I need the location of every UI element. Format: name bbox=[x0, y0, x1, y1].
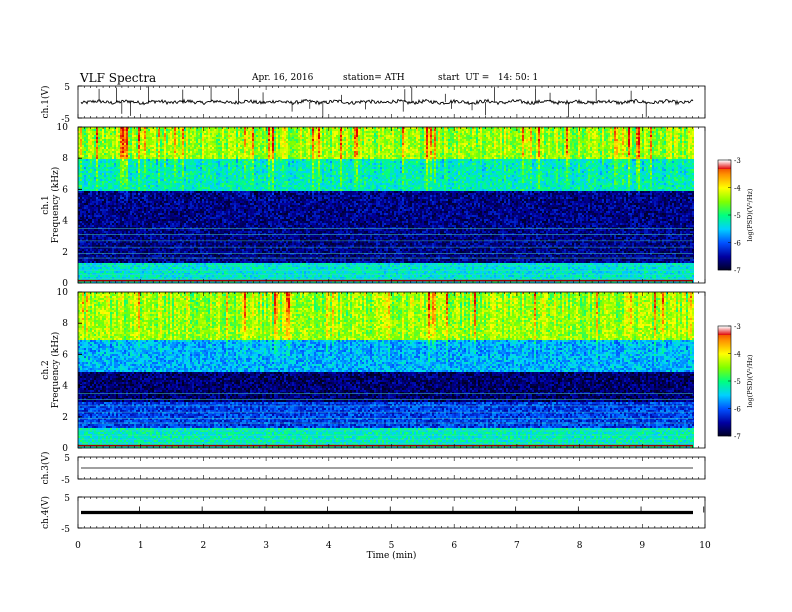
ch1-spectrogram-colorbar-label: -4 bbox=[734, 185, 741, 193]
ch1-spectrogram-ytick-label: 6 bbox=[62, 185, 68, 195]
x-tick-label: 3 bbox=[263, 541, 269, 551]
ch2-spectrogram-ytick-label: 6 bbox=[62, 350, 68, 360]
ch2-spectrogram-ytick-label: 2 bbox=[62, 413, 68, 423]
x-axis-title: Time (min) bbox=[367, 550, 417, 561]
ch2-spectrogram-colorbar-label: -7 bbox=[734, 433, 741, 441]
ch2-spectrogram-colorbar-label: -6 bbox=[734, 406, 741, 414]
x-tick-label: 8 bbox=[577, 541, 583, 551]
ch2-spectrogram-ytick-label: 8 bbox=[62, 319, 68, 329]
ch1-waveform-ylabel: ch.1(V) bbox=[40, 86, 51, 119]
ch4-waveform-ylabel: ch.4(V) bbox=[40, 496, 51, 529]
ch2-spectrogram-ytick-label: 0 bbox=[62, 444, 68, 454]
x-tick-label: 9 bbox=[639, 541, 645, 551]
ch1-spectrogram-ylabel: Frequency (kHz) bbox=[50, 167, 61, 244]
ch1-spectrogram-ylabel-channel: ch.1 bbox=[41, 195, 51, 214]
ch1-spectrogram-colorbar-label: -5 bbox=[734, 212, 741, 220]
x-tick-label: 4 bbox=[326, 541, 332, 551]
x-tick-label: 10 bbox=[699, 541, 711, 551]
ch2-spectrogram-ytick-label: 10 bbox=[57, 288, 69, 298]
ch2-spectrogram-colorbar-title: log(PSD)(V²/Hz) bbox=[746, 354, 754, 407]
ch1-spectrogram-image bbox=[78, 127, 694, 283]
ch2-spectrogram-ytick-label: 4 bbox=[62, 382, 68, 392]
ch2-spectrogram-ylabel: Frequency (kHz) bbox=[50, 332, 61, 409]
ch4-waveform-ytick-label: -5 bbox=[61, 525, 70, 535]
ch2-spectrogram-colorbar-label: -3 bbox=[734, 323, 741, 331]
ch1-spectrogram-colorbar-title: log(PSD)(V²/Hz) bbox=[746, 188, 754, 241]
ch3-waveform-ytick-label: 5 bbox=[64, 454, 70, 464]
ch1-waveform-trace bbox=[81, 99, 693, 104]
ch2-spectrogram-ylabel-channel: ch.2 bbox=[41, 360, 51, 379]
ch3-waveform-ylabel: ch.3(V) bbox=[40, 452, 51, 485]
ch2-spectrogram-colorbar-label: -4 bbox=[734, 351, 741, 359]
x-tick-label: 0 bbox=[75, 541, 81, 551]
ch4-waveform-ytick-label: 5 bbox=[64, 494, 70, 504]
ch1-waveform-ytick-label: 5 bbox=[64, 83, 70, 93]
ch2-spectrogram-image bbox=[78, 292, 694, 448]
ch1-spectrogram-ytick-label: 10 bbox=[57, 123, 69, 133]
x-tick-label: 1 bbox=[138, 541, 144, 551]
ch3-waveform-ytick-label: -5 bbox=[61, 476, 70, 486]
x-tick-label: 2 bbox=[201, 541, 207, 551]
ch1-spectrogram-ytick-label: 4 bbox=[62, 217, 68, 227]
ch1-spectrogram-colorbar-label: -7 bbox=[734, 267, 741, 275]
ch1-spectrogram-colorbar-label: -6 bbox=[734, 240, 741, 248]
x-tick-label: 5 bbox=[389, 541, 395, 551]
x-tick-label: 6 bbox=[451, 541, 457, 551]
ch1-spectrogram-ytick-label: 2 bbox=[62, 248, 68, 258]
ch2-spectrogram-colorbar-label: -5 bbox=[734, 378, 741, 386]
x-tick-label: 7 bbox=[514, 541, 520, 551]
ch1-spectrogram-ytick-label: 8 bbox=[62, 154, 68, 164]
vlf-spectra-figure: 5-5ch.1(V)0246810ch.1 Frequency (kHz)-3-4… bbox=[0, 0, 792, 612]
ch1-spectrogram-colorbar-label: -3 bbox=[734, 157, 741, 165]
